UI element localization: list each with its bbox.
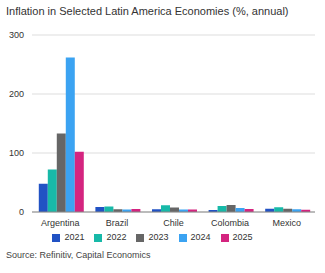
svg-text:100: 100 bbox=[9, 148, 24, 158]
svg-text:0: 0 bbox=[19, 207, 24, 217]
html-text:2021: 2021 bbox=[64, 232, 85, 242]
html-text:2023: 2023 bbox=[148, 232, 169, 242]
html-text:Source: Refinitiv, Capital Eco: Source: Refinitiv, Capital Economics bbox=[6, 250, 151, 260]
html-text:Inflation in Selected Latin Am: Inflation in Selected Latin America Econ… bbox=[6, 5, 289, 17]
svg-text:Mexico: Mexico bbox=[272, 218, 301, 228]
html-text:2025: 2025 bbox=[232, 232, 253, 242]
svg-text:Chile: Chile bbox=[163, 218, 184, 228]
svg-text:Argentina: Argentina bbox=[41, 218, 80, 228]
html-text:2022: 2022 bbox=[106, 232, 127, 242]
svg-text:200: 200 bbox=[9, 89, 24, 99]
svg-text:Colombia: Colombia bbox=[211, 218, 249, 228]
html-text:2024: 2024 bbox=[190, 232, 211, 242]
svg-text:Brazil: Brazil bbox=[106, 218, 129, 228]
svg-text:300: 300 bbox=[9, 30, 24, 40]
